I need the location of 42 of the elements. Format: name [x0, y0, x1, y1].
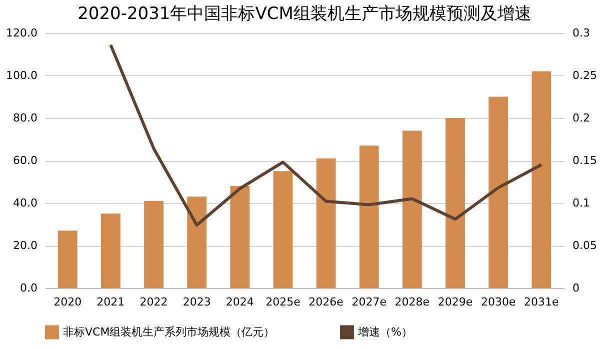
bar — [144, 200, 164, 288]
legend-label: 增速（%） — [357, 325, 412, 338]
x-tick-label: 2020 — [54, 296, 82, 308]
bar — [100, 214, 120, 288]
y2-tick-label: 0 — [572, 282, 580, 294]
y-tick-label: 100.0 — [6, 69, 38, 82]
y-tick-label: 80.0 — [13, 112, 38, 124]
y2-tick-label: 0.1 — [572, 196, 590, 210]
line-series — [109, 43, 543, 227]
x-tick-label: 2024 — [226, 296, 254, 308]
bar — [359, 146, 379, 288]
x-tick-label: 2025e — [266, 296, 301, 308]
y-tick-label: 0.0 — [20, 282, 38, 294]
y2-tick-label: 0.15 — [572, 154, 597, 167]
y2-tick-label: 0.25 — [572, 69, 597, 82]
x-tick-label: 2026e — [308, 296, 344, 308]
chart-title: 2020-2031年中国非标VCM组装机生产市场规模预测及增速 — [78, 4, 532, 24]
x-tick-label: 2028e — [394, 296, 430, 308]
y2-tick-label: 0.3 — [572, 26, 590, 40]
x-tick-label: 2029e — [438, 296, 473, 308]
x-tick-label: 2031e — [524, 296, 559, 308]
bar — [446, 118, 465, 288]
x-tick-label: 2022 — [140, 296, 168, 308]
bar — [316, 158, 336, 288]
y2-tick-label: 0.05 — [572, 239, 597, 252]
y-tick-label: 120.0 — [6, 26, 38, 40]
bar — [488, 96, 508, 288]
x-tick-label: 2027e — [352, 296, 387, 308]
y-tick-label: 60.0 — [13, 154, 38, 167]
bar — [187, 196, 207, 288]
bar — [402, 130, 422, 288]
x-tick-label: 2023 — [182, 296, 211, 308]
legend-label: 非标VCM组装机生产系列市场规模（亿元） — [63, 325, 275, 338]
y-tick-label: 20.0 — [13, 239, 38, 252]
bar — [273, 171, 293, 288]
y2-tick-label: 0.2 — [572, 112, 590, 124]
x-tick-label: 2021 — [96, 296, 125, 308]
x-tick-label: 2030e — [480, 296, 516, 308]
bar — [230, 186, 250, 288]
bar — [58, 230, 78, 288]
bar — [532, 71, 552, 288]
y-tick-label: 40.0 — [13, 196, 38, 210]
